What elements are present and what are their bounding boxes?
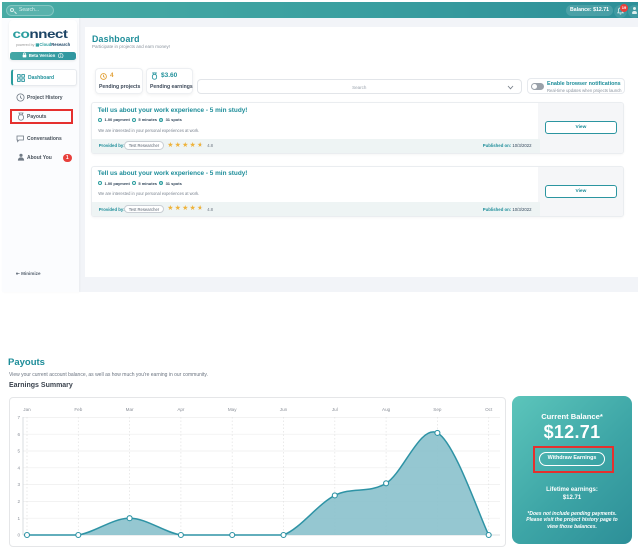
svg-text:Jan: Jan: [23, 407, 31, 412]
svg-text:1: 1: [17, 516, 20, 521]
svg-text:Jul: Jul: [332, 407, 338, 412]
svg-text:May: May: [228, 407, 237, 412]
svg-text:6: 6: [17, 432, 20, 437]
svg-text:Jun: Jun: [280, 407, 288, 412]
svg-text:Mar: Mar: [126, 407, 134, 412]
svg-text:Apr: Apr: [177, 407, 185, 412]
svg-text:5: 5: [17, 449, 20, 454]
svg-text:0: 0: [17, 533, 20, 538]
svg-text:Oct: Oct: [485, 407, 493, 412]
svg-text:Feb: Feb: [74, 407, 82, 412]
svg-text:Sep: Sep: [433, 407, 442, 412]
svg-text:7: 7: [17, 415, 20, 420]
svg-text:2: 2: [17, 499, 20, 504]
svg-text:3: 3: [17, 482, 20, 487]
svg-text:4: 4: [17, 465, 20, 470]
svg-text:Aug: Aug: [382, 407, 391, 412]
